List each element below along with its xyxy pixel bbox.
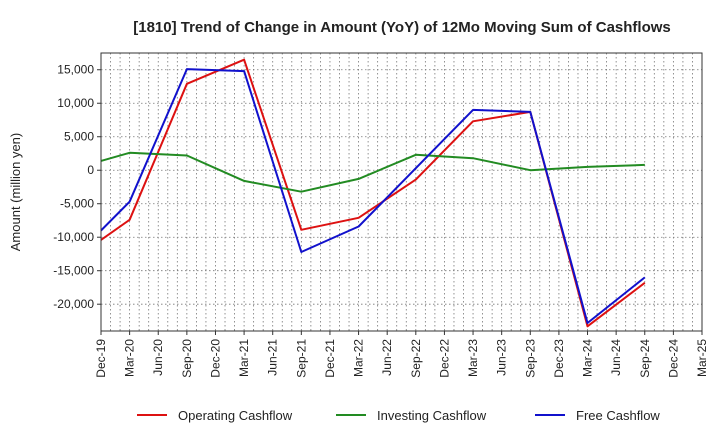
y-tick-label: 5,000 bbox=[64, 130, 94, 144]
x-tick-label: Sep-20 bbox=[180, 339, 194, 378]
y-tick-label: 10,000 bbox=[57, 96, 94, 110]
grid-lines bbox=[100, 53, 703, 331]
x-tick-label: Sep-21 bbox=[294, 339, 308, 378]
x-tick-label: Mar-21 bbox=[237, 339, 251, 377]
series-lines bbox=[100, 58, 646, 328]
x-tick-label: Jun-22 bbox=[380, 339, 394, 376]
x-tick-label: Sep-23 bbox=[523, 339, 537, 378]
x-tick-label: Dec-19 bbox=[94, 339, 108, 378]
x-tick-label: Dec-20 bbox=[208, 339, 222, 378]
y-tick-label: 15,000 bbox=[57, 63, 94, 77]
x-tick-label: Dec-21 bbox=[323, 339, 337, 378]
x-tick-label: Jun-23 bbox=[495, 339, 509, 376]
y-tick-label: -5,000 bbox=[60, 197, 94, 211]
x-tick-label: Mar-22 bbox=[352, 339, 366, 377]
x-tick-label: Jun-24 bbox=[609, 339, 623, 376]
y-tick-label: -20,000 bbox=[53, 297, 94, 311]
legend-label: Free Cashflow bbox=[576, 408, 660, 423]
x-tick-label: Dec-24 bbox=[666, 339, 680, 378]
y-axis-label: Amount (million yen) bbox=[8, 133, 23, 252]
x-tick-label: Mar-24 bbox=[581, 339, 595, 377]
legend: Operating Cashflow Investing Cashflow Free… bbox=[137, 408, 660, 423]
series-line-investing-cashflow bbox=[100, 151, 645, 193]
series-line-operating-cashflow bbox=[100, 58, 646, 328]
y-tick-labels: 15,000 10,000 5,000 0 -5,000 -10,000 -15,000 -2… bbox=[53, 63, 101, 311]
y-tick-label: 0 bbox=[87, 163, 94, 177]
x-tick-label: Jun-21 bbox=[266, 339, 280, 376]
x-tick-label: Mar-20 bbox=[123, 339, 137, 377]
x-tick-label: Sep-22 bbox=[409, 339, 423, 378]
plot-frame bbox=[100, 52, 703, 332]
x-tick-label: Mar-25 bbox=[695, 339, 709, 377]
x-tick-label: Jun-20 bbox=[151, 339, 165, 376]
x-tick-label: Dec-23 bbox=[552, 339, 566, 378]
y-tick-label: -10,000 bbox=[53, 230, 94, 244]
legend-label: Investing Cashflow bbox=[377, 408, 487, 423]
legend-label: Operating Cashflow bbox=[178, 408, 293, 423]
series-line-free-cashflow bbox=[100, 68, 646, 324]
x-tick-labels: Dec-19 Mar-20 Jun-20 Sep-20 Dec-20 Mar-21 Jun-… bbox=[94, 331, 709, 378]
chart-title: [1810] Trend of Change in Amount (YoY) o… bbox=[133, 19, 671, 36]
x-tick-label: Mar-23 bbox=[466, 339, 480, 377]
x-tick-label: Sep-24 bbox=[638, 339, 652, 378]
y-tick-label: -15,000 bbox=[53, 264, 94, 278]
x-tick-label: Dec-22 bbox=[437, 339, 451, 378]
